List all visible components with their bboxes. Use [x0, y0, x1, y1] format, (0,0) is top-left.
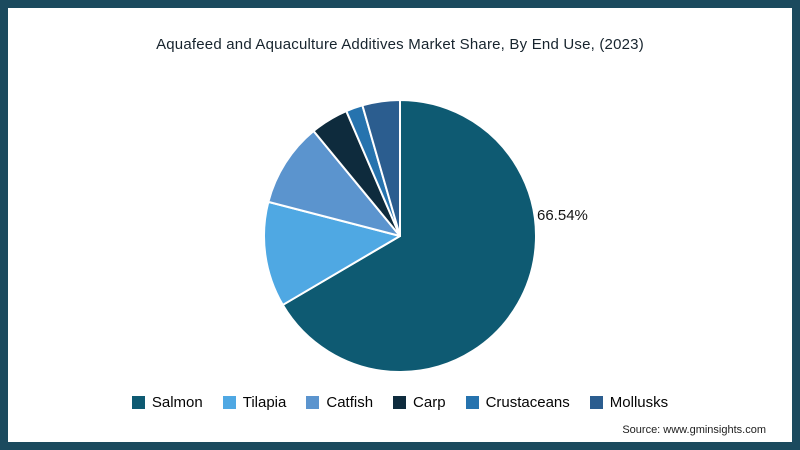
pie-slice-catfish — [267, 129, 401, 237]
chart-title: Aquafeed and Aquaculture Additives Marke… — [156, 36, 644, 53]
legend-swatch-icon — [222, 396, 236, 409]
legend-swatch-icon — [465, 396, 479, 409]
pie-chart — [263, 99, 537, 373]
legend-item-salmon: Salmon — [131, 394, 203, 411]
source-attribution: Source: www.gminsights.com — [622, 424, 766, 436]
legend-label: Salmon — [151, 394, 203, 411]
legend-item-crustaceans: Crustaceans — [465, 394, 570, 411]
legend-item-mollusks: Mollusks — [589, 394, 669, 411]
legend-item-tilapia: Tilapia — [222, 394, 287, 411]
pie-slice-mollusks — [361, 99, 401, 237]
legend-swatch-icon — [131, 396, 145, 409]
legend-label: Mollusks — [609, 394, 669, 411]
salmon-slice-data-label: 66.54% — [537, 207, 588, 224]
pie-slice-salmon — [281, 99, 537, 373]
legend-label: Crustaceans — [485, 394, 570, 411]
legend-swatch-icon — [393, 396, 407, 409]
legend-item-carp: Carp — [393, 394, 446, 411]
legend-label: Carp — [413, 394, 446, 411]
legend-label: Catfish — [326, 394, 374, 411]
legend-swatch-icon — [589, 396, 603, 409]
legend-swatch-icon — [306, 396, 320, 409]
chart-legend: Salmon Tilapia Catfish Carp Crustaceans Mollu… — [8, 394, 792, 411]
legend-label: Tilapia — [242, 394, 287, 411]
legend-item-catfish: Catfish — [306, 394, 373, 411]
